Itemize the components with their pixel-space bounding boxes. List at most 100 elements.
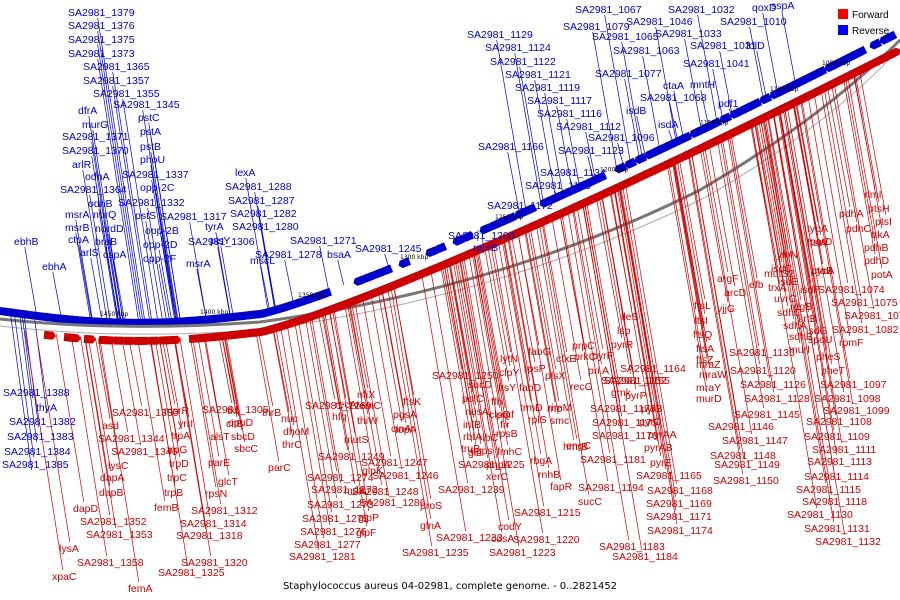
forward-gene-label: dhoM [283, 426, 309, 438]
kbp-tick-label: 1350 kbp [298, 292, 326, 299]
forward-gene-label: pdhB [864, 242, 889, 254]
forward-gene-label: glpF [356, 527, 376, 539]
forward-gene-label: alsT [210, 431, 230, 443]
forward-gene-label: infB [463, 419, 481, 431]
leader-line [322, 311, 341, 410]
forward-gene-label: SA2981_1108 [806, 416, 872, 428]
forward-gene-label: fabD [519, 382, 542, 394]
kbp-tick-label: 1300 kbp [400, 254, 428, 261]
forward-gene-label: trpA [171, 430, 190, 442]
forward-gene-label: glpK [362, 465, 383, 477]
reverse-gene-label: isdB [626, 105, 646, 117]
forward-gene-label: glnA [420, 520, 441, 532]
reverse-gene-label: folD [746, 40, 765, 52]
reverse-gene-label: tyrA [205, 221, 224, 233]
forward-gene-label: smc [550, 415, 569, 427]
forward-gene-label: SA2981_1126 [740, 379, 806, 391]
reverse-gene-label: SA2981_1382 [9, 416, 76, 428]
forward-gene-label: sucC [578, 496, 602, 508]
forward-gene-label: SA2981_1111 [812, 444, 876, 456]
forward-gene-label: prkC [574, 351, 597, 363]
forward-gene-label: ptsI [875, 216, 892, 228]
forward-gene-label: SA2981_1115 [796, 484, 861, 496]
kbp-tick-label: 1050 kbp [822, 60, 850, 67]
legend-reverse-swatch [838, 25, 848, 35]
forward-gene-label: glcT [218, 476, 238, 488]
forward-gene-label: thiW [357, 415, 378, 427]
forward-gene-label: SA2981_1097 [820, 379, 887, 391]
forward-gene-label: SA2981_1168 [647, 485, 713, 497]
forward-gene-label: nusA [465, 406, 489, 418]
forward-gene-label: SA2981_1358 [77, 557, 144, 569]
leader-line [22, 312, 33, 398]
reverse-gene-label: SA2981_1379 [68, 7, 135, 19]
forward-gene-label: yrrI [178, 418, 193, 430]
reverse-gene-label: SA2981_1337 [122, 169, 189, 181]
forward-gene-label: pyrR [611, 339, 634, 351]
reverse-gene-label: lexA [235, 167, 255, 179]
forward-gene-label: arcD [724, 287, 747, 299]
forward-gene-label: pyrP [625, 390, 647, 402]
forward-gene-label: spoU [808, 334, 833, 346]
forward-gene-label: gid [468, 447, 482, 459]
forward-gene-label: pyrAA [648, 429, 677, 441]
forward-gene-arrow [69, 334, 82, 343]
forward-gene-label: SA2981_1075 [831, 297, 898, 309]
reverse-gene-label: opp-2B [145, 225, 179, 237]
forward-gene-label: asd [102, 420, 119, 432]
reverse-gene-label: SA2981_1116 [537, 108, 602, 120]
reverse-gene-label: SA2981_1010 [720, 16, 787, 28]
forward-gene-label: ftsK [403, 396, 421, 408]
forward-gene-label: sbcC [234, 443, 258, 455]
forward-gene-label: opuD [228, 417, 254, 429]
forward-gene-label: trpB [164, 487, 183, 499]
forward-gene-label: SA2981_1250 [432, 370, 499, 382]
forward-gene-label: isdF [800, 284, 820, 296]
forward-gene-label: SA2981_1155 [604, 375, 670, 387]
leader-line [731, 132, 758, 278]
forward-gene-label: glpP [358, 512, 379, 524]
forward-gene-label: SA2981_1223 [489, 547, 556, 559]
leader-line [122, 339, 141, 445]
reverse-gene-label: SA2981_1388 [3, 387, 70, 399]
leader-line [713, 69, 723, 118]
forward-gene-label: SA2981_1082 [832, 324, 899, 336]
forward-gene-label: fmhC [497, 446, 523, 458]
reverse-gene-label: pstC [138, 112, 160, 124]
forward-gene-label: SA2981_1150 [713, 475, 779, 487]
forward-gene-label: femA [128, 583, 153, 595]
reverse-gene-label: SA2981_1124 [485, 42, 551, 54]
reverse-gene-label: cspA [103, 249, 126, 261]
leader-line [596, 196, 622, 338]
reverse-gene-label: SA2981_1383 [7, 431, 74, 443]
forward-gene-label: SA2981_1239 [438, 484, 505, 496]
reverse-gene-label: pstA [140, 126, 161, 138]
legend-forward-label: Forward [852, 10, 889, 21]
forward-gene-label: SA2981_1249 [318, 451, 385, 463]
forward-gene-label: cinA [391, 423, 411, 435]
reverse-gene-label: pstB [140, 141, 161, 153]
reverse-gene-label: SA2981_1166 [478, 141, 544, 153]
forward-gene-label: SA2981_1281 [289, 551, 356, 563]
reverse-gene-label: odhA [85, 171, 110, 183]
forward-gene-label: SA2981_1233 [436, 532, 503, 544]
forward-gene-label: SA2981_1074 [818, 284, 885, 296]
forward-gene-label: pdhA [839, 208, 864, 220]
forward-gene-label: fapR [550, 481, 573, 493]
reverse-gene-label: SA2981_1375 [68, 34, 135, 46]
reverse-gene-label: SA2981_1287 [228, 195, 295, 207]
leader-line [704, 145, 727, 272]
reverse-gene-label: SA2981_1200 [448, 230, 515, 242]
forward-gene-label: SA2981_1113 [807, 456, 872, 468]
forward-gene-label: rpsN [205, 488, 227, 500]
reverse-gene-label: SA2981_1068 [640, 92, 707, 104]
leader-line [218, 247, 230, 315]
forward-gene-label: SA2981_1325 [158, 567, 225, 579]
forward-gene-label: potD [810, 236, 833, 248]
forward-gene-label: SA2981_1346 [111, 446, 178, 458]
forward-gene-label: murD [696, 393, 722, 405]
leader-line [338, 260, 344, 285]
reverse-gene-label: SA2981_1365 [83, 61, 150, 73]
forward-gene-label: yjjG [717, 303, 735, 315]
